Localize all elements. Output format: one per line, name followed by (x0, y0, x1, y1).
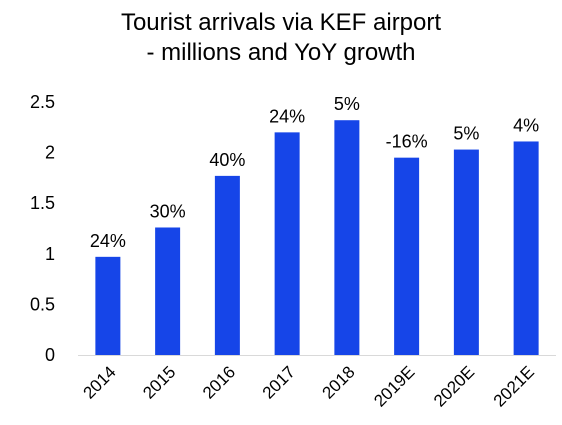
bar (334, 120, 360, 355)
bar (394, 157, 420, 355)
bar (95, 256, 121, 355)
bar (155, 227, 181, 355)
x-tick-label: 2021E (490, 362, 538, 410)
bar (453, 149, 479, 355)
bar (214, 175, 240, 355)
x-tick-label: 2015 (139, 362, 179, 402)
x-tick-label: 2019E (370, 362, 418, 410)
chart-title-line-1: Tourist arrivals via KEF airport (120, 9, 442, 36)
x-tick-label: 2017 (259, 362, 299, 402)
y-tick-label: 1 (45, 244, 55, 264)
y-tick-label: 1.5 (30, 193, 55, 213)
data-label: -16% (386, 132, 428, 152)
data-label: 24% (269, 106, 305, 126)
x-tick-label: 2016 (199, 362, 239, 402)
data-label: 40% (209, 150, 245, 170)
data-label: 24% (90, 231, 126, 251)
data-label: 30% (150, 201, 186, 221)
x-tick-label: 2018 (319, 362, 359, 402)
bar (513, 141, 539, 355)
y-tick-label: 2 (45, 143, 55, 163)
data-label: 5% (453, 124, 479, 144)
y-tick-label: 0 (45, 345, 55, 365)
data-label: 5% (334, 94, 360, 114)
y-tick-label: 2.5 (30, 92, 55, 112)
chart-title-line-2: - millions and YoY growth (146, 39, 416, 66)
x-tick-label: 2014 (80, 362, 120, 402)
data-label: 4% (513, 115, 539, 135)
y-tick-label: 0.5 (30, 294, 55, 314)
x-tick-label: 2020E (430, 362, 478, 410)
bar (274, 132, 300, 355)
